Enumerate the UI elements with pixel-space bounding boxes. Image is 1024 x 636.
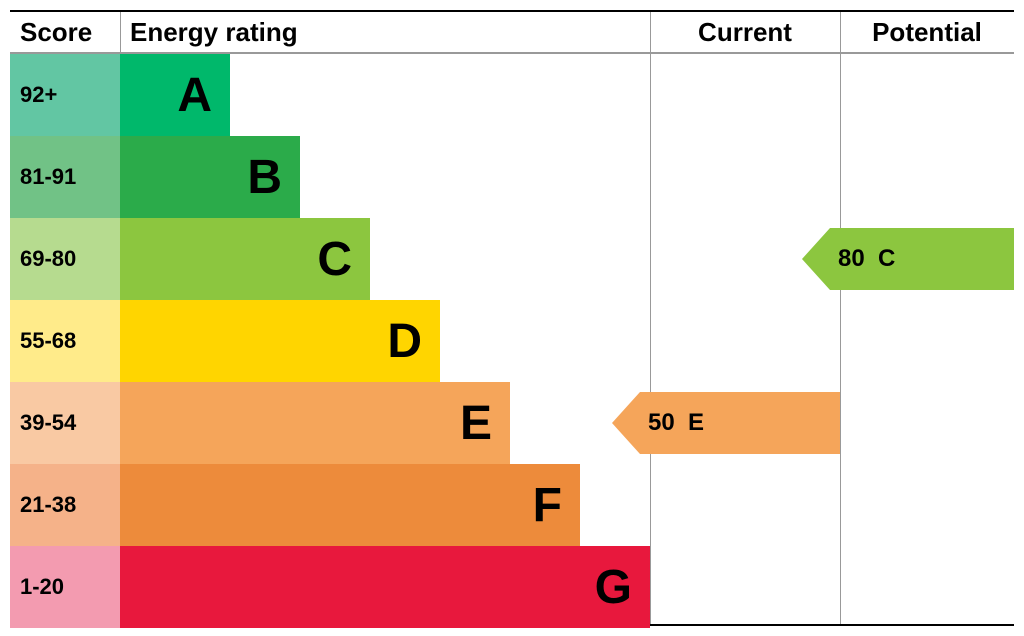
- header-score: Score: [10, 12, 120, 52]
- current-marker-label: 50 E: [640, 392, 840, 454]
- rating-row-e: 39-54 E: [10, 382, 1014, 464]
- bar-area: B: [120, 136, 1014, 218]
- rating-letter: D: [387, 314, 422, 369]
- potential-marker-arrow-icon: [802, 228, 830, 290]
- bar-area: F: [120, 464, 1014, 546]
- energy-rating-chart: Score Energy rating Current Potential 92…: [10, 10, 1014, 626]
- rating-letter: B: [247, 150, 282, 205]
- rating-row-g: 1-20 G: [10, 546, 1014, 628]
- current-marker-arrow-icon: [612, 392, 640, 454]
- rating-bar-f: F: [120, 464, 580, 546]
- bar-area: E: [120, 382, 1014, 464]
- score-cell: 81-91: [10, 136, 120, 218]
- potential-marker: 80 C: [802, 228, 1014, 290]
- rating-letter: E: [460, 396, 492, 451]
- score-cell: 1-20: [10, 546, 120, 628]
- rating-row-a: 92+ A: [10, 54, 1014, 136]
- rating-rows: 92+ A 81-91 B 69-80 C 55-68 D 39-54 E 21-38 F 1-20 G: [10, 54, 1014, 628]
- rating-bar-d: D: [120, 300, 440, 382]
- rating-bar-e: E: [120, 382, 510, 464]
- header-potential-label: Potential: [872, 17, 982, 48]
- header-row: Score Energy rating Current Potential: [10, 12, 1014, 54]
- rating-letter: C: [317, 232, 352, 287]
- score-cell: 39-54: [10, 382, 120, 464]
- score-range: 1-20: [20, 574, 64, 600]
- rating-row-f: 21-38 F: [10, 464, 1014, 546]
- bar-area: A: [120, 54, 1014, 136]
- rating-row-b: 81-91 B: [10, 136, 1014, 218]
- potential-marker-label: 80 C: [830, 228, 1014, 290]
- score-range: 39-54: [20, 410, 76, 436]
- score-range: 81-91: [20, 164, 76, 190]
- header-rating-label: Energy rating: [130, 17, 298, 48]
- rating-bar-a: A: [120, 54, 230, 136]
- rating-bar-b: B: [120, 136, 300, 218]
- score-range: 55-68: [20, 328, 76, 354]
- score-cell: 92+: [10, 54, 120, 136]
- bar-area: G: [120, 546, 1014, 628]
- score-cell: 55-68: [10, 300, 120, 382]
- score-range: 92+: [20, 82, 57, 108]
- score-range: 69-80: [20, 246, 76, 272]
- current-marker: 50 E: [612, 392, 840, 454]
- score-cell: 21-38: [10, 464, 120, 546]
- header-current-label: Current: [698, 17, 792, 48]
- header-score-label: Score: [20, 17, 92, 48]
- header-current: Current: [650, 12, 840, 52]
- rating-row-d: 55-68 D: [10, 300, 1014, 382]
- header-rating: Energy rating: [120, 12, 650, 52]
- score-range: 21-38: [20, 492, 76, 518]
- rating-letter: G: [595, 560, 632, 615]
- score-cell: 69-80: [10, 218, 120, 300]
- header-potential: Potential: [840, 12, 1014, 52]
- rating-letter: A: [177, 68, 212, 123]
- rating-letter: F: [533, 478, 562, 533]
- rating-bar-c: C: [120, 218, 370, 300]
- rating-bar-g: G: [120, 546, 650, 628]
- bar-area: D: [120, 300, 1014, 382]
